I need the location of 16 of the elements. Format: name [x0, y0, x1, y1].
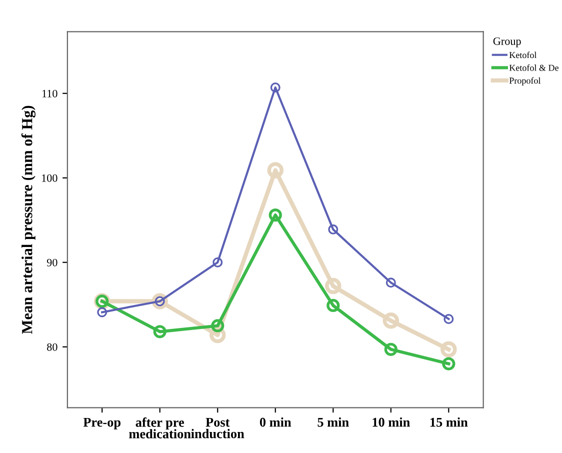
x-tick-label: Post induction [191, 418, 244, 438]
y-tick-label: 100 [42, 174, 58, 182]
x-tick-label: 0 min [260, 417, 292, 427]
x-tick-label: 5 min [318, 417, 349, 427]
y-tick-label: 90 [46, 258, 58, 266]
y-tick-label: 80 [47, 343, 58, 351]
y-axis-title: Mean arterial pressure (mm of Hg) [21, 106, 36, 334]
y-tick-label: 110 [42, 90, 58, 98]
legend-title: Group [493, 37, 521, 48]
x-tick-label: Pre-op [83, 418, 120, 430]
x-tick-label: 10 min [372, 417, 410, 427]
x-tick-label: after pre medication [129, 417, 191, 438]
legend-label: Ketofol [509, 52, 537, 58]
legend-label: Ketofol & De [509, 64, 558, 71]
x-tick-label: 15 min [430, 417, 468, 427]
legend-label: Propofol [509, 77, 541, 86]
